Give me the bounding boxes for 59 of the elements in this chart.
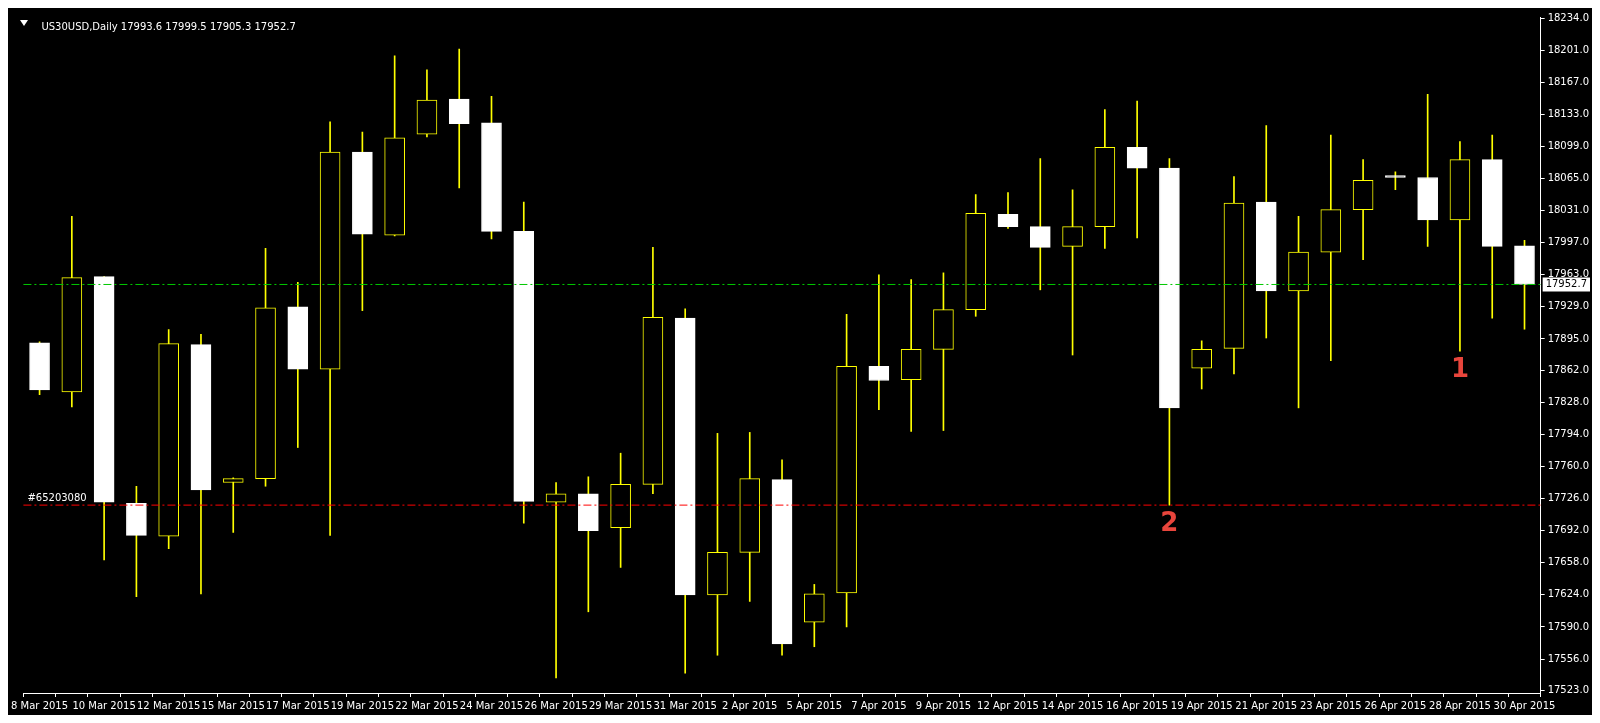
y-tick-label: 17590.0 bbox=[1547, 620, 1590, 632]
annotation: #65203080 bbox=[27, 491, 87, 503]
x-tick-label: 19 Mar 2015 bbox=[330, 699, 395, 711]
x-tick-label: 9 Apr 2015 bbox=[915, 699, 972, 711]
y-tick-label: 18133.0 bbox=[1547, 107, 1590, 119]
y-tick-label: 17726.0 bbox=[1547, 492, 1590, 504]
y-tick-label: 17624.0 bbox=[1547, 588, 1590, 600]
x-tick-label: 19 Apr 2015 bbox=[1170, 699, 1233, 711]
chart-title: US30USD,Daily 17993.6 17999.5 17905.3 17952.7 bbox=[41, 20, 296, 32]
x-tick-label: 17 Mar 2015 bbox=[266, 699, 330, 711]
y-tick-label: 17760.0 bbox=[1547, 460, 1590, 471]
annotation: 2 bbox=[1160, 506, 1179, 537]
x-tick-label: 22 Mar 2015 bbox=[395, 699, 459, 711]
y-tick-label: 18099.0 bbox=[1547, 139, 1590, 151]
x-tick-label: 12 Mar 2015 bbox=[136, 699, 201, 711]
y-tick-label: 17523.0 bbox=[1547, 683, 1590, 695]
y-tick-label: 17929.0 bbox=[1547, 300, 1590, 312]
y-tick-label: 17895.0 bbox=[1547, 332, 1590, 344]
y-tick-label: 17828.0 bbox=[1547, 395, 1590, 407]
x-tick-label: 15 Mar 2015 bbox=[201, 699, 265, 711]
x-tick-label: 31 Mar 2015 bbox=[653, 699, 717, 711]
x-tick-label: 30 Apr 2015 bbox=[1493, 699, 1556, 711]
candlestick bbox=[448, 48, 470, 189]
x-tick-label: 14 Apr 2015 bbox=[1041, 699, 1104, 711]
candlestick bbox=[545, 482, 567, 679]
y-tick-label: 17862.0 bbox=[1547, 363, 1590, 375]
x-tick-label: 28 Apr 2015 bbox=[1429, 699, 1491, 711]
y-tick-label: 18031.0 bbox=[1547, 204, 1590, 216]
x-tick-label: 10 Mar 2015 bbox=[72, 699, 136, 711]
x-tick-label: 24 Mar 2015 bbox=[459, 699, 524, 711]
x-tick-label: 16 Apr 2015 bbox=[1106, 699, 1169, 711]
candlestick bbox=[900, 279, 922, 432]
y-tick-label: 17692.0 bbox=[1547, 524, 1590, 536]
x-tick-label: 23 Apr 2015 bbox=[1299, 699, 1362, 711]
y-tick-label: 17963.0 bbox=[1547, 268, 1590, 280]
y-tick-label: 17997.0 bbox=[1547, 236, 1590, 248]
x-tick-label: 21 Apr 2015 bbox=[1235, 699, 1298, 711]
x-tick-label: 12 Apr 2015 bbox=[977, 699, 1039, 711]
candlestick bbox=[1320, 134, 1342, 361]
x-tick-label: 2 Apr 2015 bbox=[722, 699, 778, 711]
annotation: 1 bbox=[1450, 352, 1469, 383]
y-tick-label: 18167.0 bbox=[1547, 75, 1590, 87]
candlestick bbox=[1126, 100, 1148, 239]
x-tick-label: 5 Apr 2015 bbox=[786, 699, 843, 711]
y-tick-label: 17794.0 bbox=[1547, 427, 1590, 439]
candlestick bbox=[1029, 158, 1051, 291]
y-tick-label: 17556.0 bbox=[1547, 652, 1590, 664]
x-tick-label: 7 Apr 2015 bbox=[851, 699, 907, 711]
y-tick-label: 18234.0 bbox=[1547, 12, 1590, 24]
candlestick bbox=[222, 477, 244, 533]
y-tick-label: 17658.0 bbox=[1547, 556, 1590, 568]
candlestick bbox=[868, 274, 890, 411]
y-tick-label: 18065.0 bbox=[1547, 172, 1590, 184]
x-tick-label: 8 Mar 2015 bbox=[11, 699, 69, 711]
y-tick-label: 18201.0 bbox=[1547, 43, 1590, 55]
ref-line-label: 17952.7 bbox=[1545, 278, 1588, 290]
x-tick-label: 29 Mar 2015 bbox=[588, 699, 653, 711]
x-tick-label: 26 Mar 2015 bbox=[524, 699, 588, 711]
x-tick-label: 26 Apr 2015 bbox=[1364, 699, 1427, 711]
